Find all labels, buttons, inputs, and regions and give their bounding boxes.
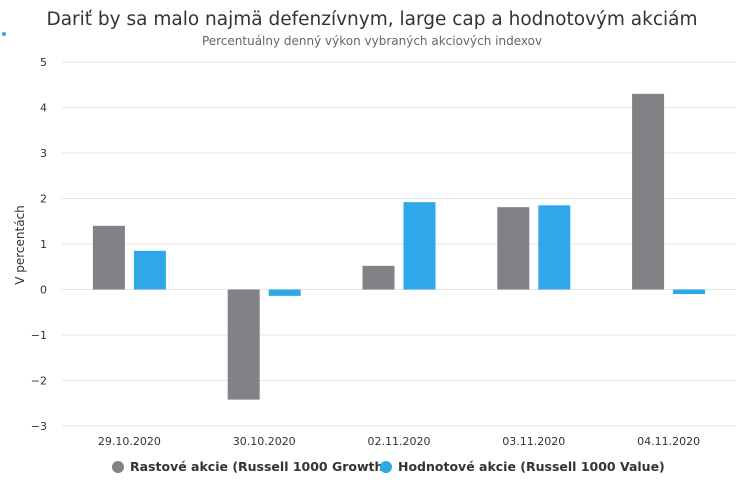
legend-label-2[interactable]: Hodnotové akcie (Russell 1000 Value) [398, 459, 665, 474]
bar-series-1[interactable] [632, 93, 665, 290]
y-axis-title: V percentách [13, 205, 27, 285]
legend: Rastové akcie (Russell 1000 Growth) Hodno… [112, 459, 665, 474]
y-tick-label: 0 [40, 284, 47, 297]
x-tick-label: 29.10.2020 [98, 435, 161, 448]
bar-series-1[interactable] [497, 207, 530, 290]
bar-series-2[interactable] [133, 250, 166, 290]
x-tick-label: 03.11.2020 [502, 435, 565, 448]
x-axis-ticks: 29.10.2020 30.10.2020 02.11.2020 03.11.2020… [98, 435, 700, 448]
chart-title: Dariť by sa malo najmä defenzívnym, larg… [46, 9, 697, 30]
y-tick-label: 4 [40, 102, 47, 115]
x-tick-label: 04.11.2020 [637, 435, 700, 448]
corner-dot [2, 32, 6, 36]
gridlines [62, 61, 736, 427]
y-tick-label: −1 [31, 329, 47, 342]
bar-series-2[interactable] [673, 289, 706, 295]
legend-marker-1 [112, 461, 124, 473]
y-tick-label: −2 [31, 375, 47, 388]
y-tick-label: 1 [40, 238, 47, 251]
bar-series-1[interactable] [227, 289, 260, 400]
bar-series-2[interactable] [268, 289, 301, 296]
bar-series-1[interactable] [362, 265, 395, 290]
y-axis-ticks: 5 4 3 2 1 0 −1 −2 −3 [31, 56, 47, 433]
y-tick-label: −3 [31, 420, 47, 433]
bar-series-2[interactable] [538, 205, 571, 290]
bar-series-2[interactable] [403, 202, 436, 290]
legend-marker-2 [380, 461, 392, 473]
y-tick-label: 3 [40, 147, 47, 160]
y-tick-label: 5 [40, 56, 47, 69]
chart-subtitle: Percentuálny denný výkon vybraných akcio… [202, 34, 542, 48]
bar-series-1[interactable] [92, 225, 125, 290]
x-tick-label: 30.10.2020 [233, 435, 296, 448]
bars [92, 93, 706, 400]
legend-label-1[interactable]: Rastové akcie (Russell 1000 Growth) [130, 459, 389, 474]
y-tick-label: 2 [40, 193, 47, 206]
x-tick-label: 02.11.2020 [368, 435, 431, 448]
